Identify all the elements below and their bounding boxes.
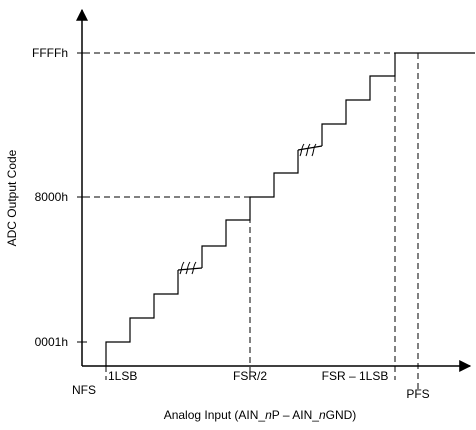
transfer-staircase-lower: [105, 270, 179, 366]
y-tick-label-0001: 0001h: [35, 335, 68, 349]
x-tick-label-nfs: NFS: [72, 383, 96, 397]
x-tick-label-fsr-minus-lsb: FSR – 1LSB: [322, 369, 389, 383]
x-tick-label-pfs: PFS: [406, 387, 429, 401]
x-axis-label-suffix: GND): [326, 408, 357, 422]
break-mark-lower: [177, 261, 203, 275]
x-axis-label-prefix: Analog Input (AIN_: [164, 408, 266, 422]
y-axis-label: ADC Output Code: [5, 149, 19, 246]
x-tick-label-one-lsb: 1LSB: [108, 369, 137, 383]
break-mark-upper: [297, 143, 323, 157]
y-tick-label-8000: 8000h: [35, 190, 68, 204]
transfer-staircase-lower-2: [201, 150, 299, 268]
x-axis-label-mid: P – AIN_: [272, 408, 319, 422]
y-tick-label-ffff: FFFFh: [32, 46, 68, 60]
x-tick-label-fsr-half: FSR/2: [233, 369, 267, 383]
x-axis-label-n1: n: [265, 408, 272, 422]
x-axis-label: Analog Input (AIN_nP – AIN_nGND): [164, 408, 357, 422]
transfer-staircase-upper: [321, 52, 475, 146]
x-axis-label-n2: n: [319, 408, 326, 422]
